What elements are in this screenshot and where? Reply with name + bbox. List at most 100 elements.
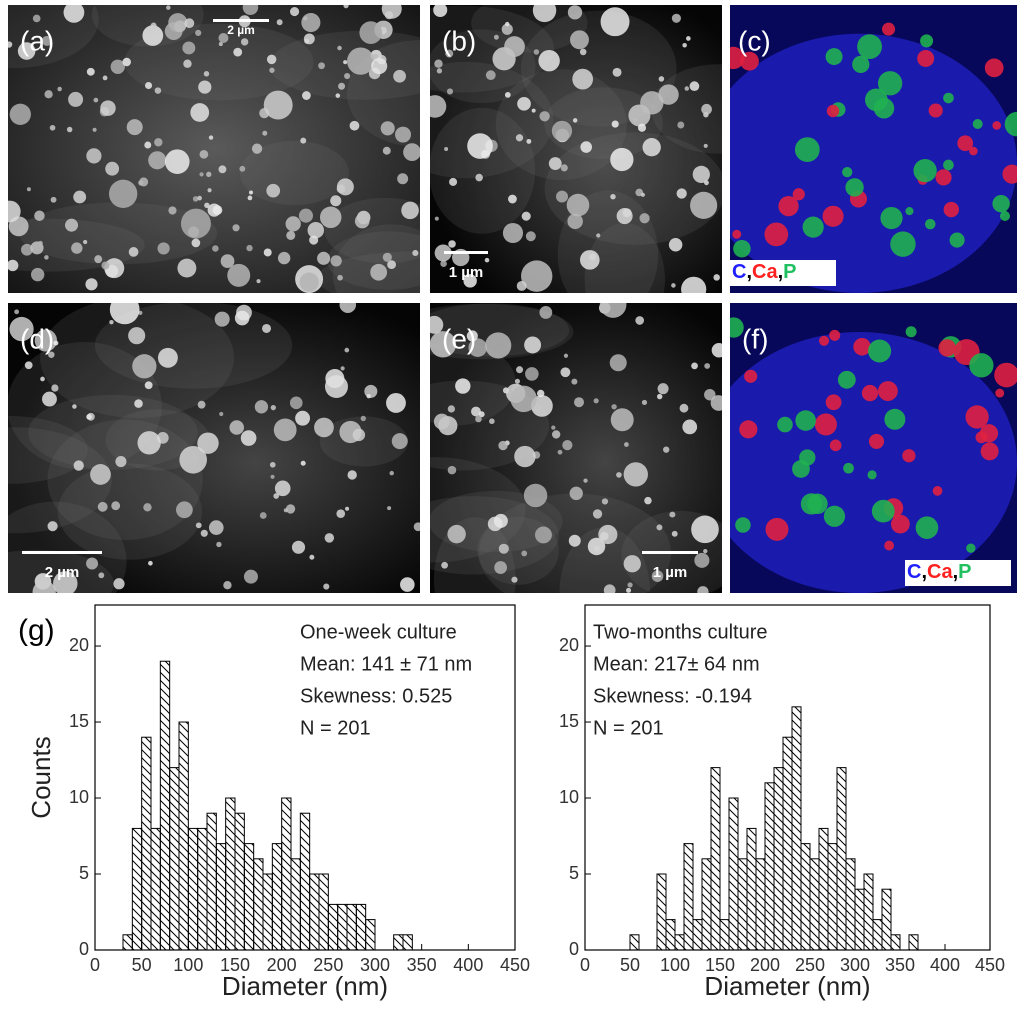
particle <box>626 587 632 593</box>
particle <box>819 335 830 346</box>
particle <box>861 384 879 402</box>
bar <box>791 706 802 951</box>
particle <box>498 543 509 554</box>
particle <box>370 263 388 281</box>
particle <box>739 51 759 71</box>
particle <box>85 278 98 291</box>
particle <box>157 347 178 368</box>
particle <box>822 205 844 227</box>
micrograph <box>430 5 722 293</box>
particle <box>386 393 406 413</box>
particle <box>220 254 235 268</box>
particle <box>200 529 208 537</box>
particle <box>263 90 293 120</box>
particle <box>882 22 896 36</box>
cell <box>8 501 127 593</box>
particle <box>534 526 552 544</box>
particle <box>521 550 528 557</box>
cell <box>430 341 516 426</box>
particle <box>179 445 207 474</box>
particle <box>523 483 548 508</box>
particle <box>387 260 396 270</box>
particle <box>154 138 163 147</box>
particle <box>413 522 420 532</box>
particle <box>516 366 524 374</box>
particle <box>263 248 272 257</box>
particle <box>17 42 36 60</box>
particle <box>86 148 102 164</box>
particle <box>65 218 79 232</box>
particle <box>184 18 195 29</box>
micrograph <box>730 303 1017 593</box>
particle <box>609 354 627 372</box>
particle <box>455 378 471 394</box>
bar <box>225 797 236 951</box>
particle <box>984 58 1004 78</box>
cell <box>730 332 1017 593</box>
bar <box>197 827 208 951</box>
micrograph <box>8 5 420 293</box>
particle <box>197 195 202 201</box>
particle <box>197 400 206 409</box>
particle <box>447 524 466 544</box>
x-tick-label: 400 <box>930 955 960 975</box>
particle <box>510 385 537 413</box>
particle <box>266 54 277 65</box>
particle <box>799 449 816 466</box>
particle <box>794 137 820 162</box>
particle <box>511 576 518 583</box>
particle <box>143 503 152 512</box>
particle <box>94 255 103 264</box>
particle <box>867 470 877 480</box>
bar <box>800 843 811 951</box>
bar <box>187 827 199 951</box>
particle <box>571 378 578 385</box>
x-tick-label: 450 <box>500 955 530 975</box>
particle <box>713 274 720 281</box>
cell <box>430 107 536 234</box>
particle <box>517 96 531 111</box>
particle <box>640 91 664 115</box>
particle <box>447 405 456 413</box>
particle <box>890 231 916 257</box>
particle <box>966 543 976 553</box>
bar <box>629 934 640 951</box>
bar <box>169 767 180 951</box>
particle <box>401 201 419 220</box>
particle <box>32 580 56 593</box>
particle <box>837 370 856 389</box>
particle <box>928 103 943 118</box>
particle <box>825 394 842 411</box>
particle <box>144 381 153 390</box>
particle <box>208 135 214 140</box>
particle <box>498 440 508 451</box>
particle <box>539 111 550 122</box>
particle <box>41 35 53 46</box>
particle <box>710 395 722 411</box>
bar <box>674 934 685 951</box>
particle <box>433 413 450 430</box>
legend-box <box>730 260 836 286</box>
particle <box>999 210 1010 221</box>
particle <box>570 30 589 50</box>
particle <box>195 522 202 529</box>
scale-bar <box>22 551 102 554</box>
particle <box>138 310 143 315</box>
particle <box>343 5 349 9</box>
x-tick-label: 350 <box>885 955 915 975</box>
annotation: Mean: 217± 64 nm <box>593 653 760 675</box>
particle <box>814 413 837 436</box>
particle <box>599 303 627 318</box>
particle <box>430 315 444 334</box>
bar <box>863 873 874 951</box>
particle <box>800 493 823 515</box>
y-axis-label: Counts <box>26 736 56 818</box>
particle <box>298 208 313 223</box>
particle <box>381 5 402 19</box>
particle <box>233 47 243 57</box>
particle <box>240 38 249 46</box>
particle <box>295 410 311 426</box>
particle <box>676 188 687 199</box>
particle <box>68 91 84 107</box>
